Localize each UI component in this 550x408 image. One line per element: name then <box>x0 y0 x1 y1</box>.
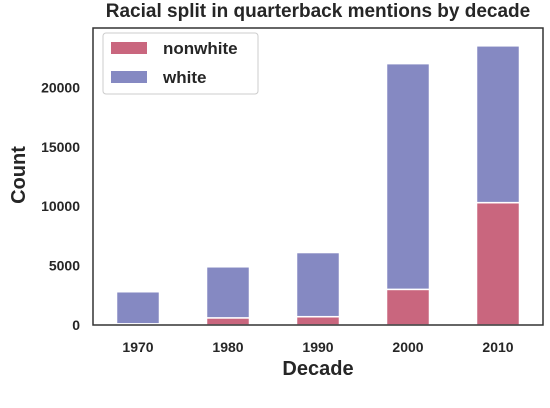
x-tick-label-1980: 1980 <box>212 339 243 355</box>
bar-nonwhite-1980 <box>205 317 251 326</box>
bar-white-2000 <box>385 62 431 291</box>
y-tick-label-0: 0 <box>72 317 80 333</box>
y-tick-label-5000: 5000 <box>49 258 80 274</box>
bar-nonwhite-2010 <box>475 201 521 326</box>
y-tick-label-15000: 15000 <box>41 139 80 155</box>
plot-area <box>115 45 521 326</box>
y-axis-label: Count <box>8 146 30 204</box>
y-axis-ticks: 0 5000 10000 15000 20000 <box>41 79 80 333</box>
legend-label-white: white <box>162 68 206 87</box>
x-tick-label-1970: 1970 <box>122 339 153 355</box>
bar-nonwhite-1990 <box>295 315 341 326</box>
x-tick-label-1990: 1990 <box>302 339 333 355</box>
plot-frame <box>92 27 544 326</box>
bar-white-1990 <box>295 251 341 318</box>
bar-nonwhite-2000 <box>385 288 431 326</box>
chart-title: Racial split in quarterback mentions by … <box>106 1 530 22</box>
legend-swatch-nonwhite <box>111 42 147 54</box>
bar-white-2010 <box>475 45 521 204</box>
x-tick-label-2000: 2000 <box>392 339 423 355</box>
x-tick-label-2010: 2010 <box>482 339 513 355</box>
bar-white-1970 <box>115 290 161 325</box>
y-tick-label-10000: 10000 <box>41 198 80 214</box>
x-axis-label: Decade <box>282 358 353 380</box>
y-tick-label-20000: 20000 <box>41 79 80 95</box>
legend-label-nonwhite: nonwhite <box>163 39 238 58</box>
legend: nonwhite white <box>102 32 259 95</box>
x-axis-ticks: 1970 1980 1990 2000 2010 <box>122 339 513 355</box>
legend-swatch-white <box>111 71 147 83</box>
bar-white-1980 <box>205 266 251 319</box>
